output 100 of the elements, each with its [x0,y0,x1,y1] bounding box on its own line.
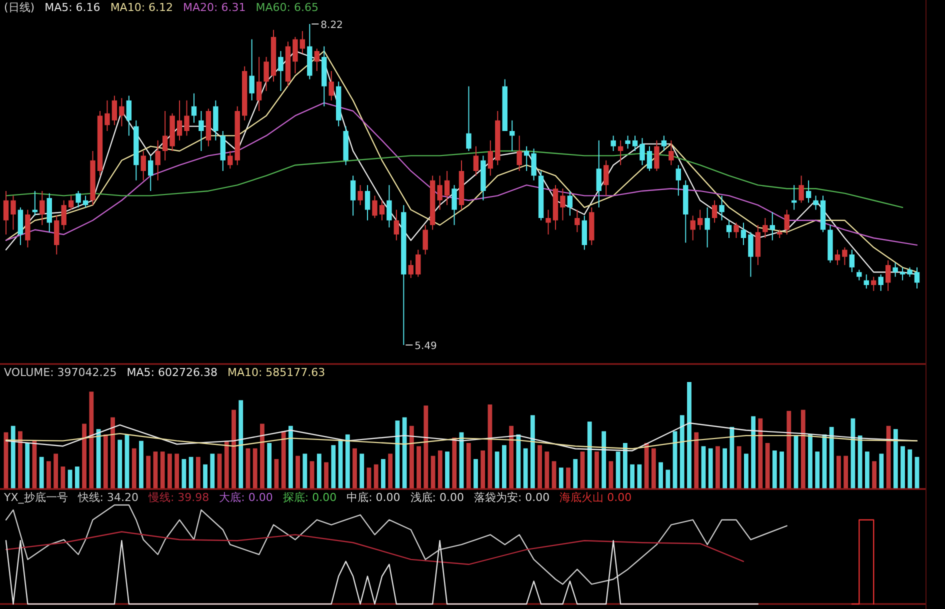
bar [395,420,400,489]
candlestick [704,206,710,248]
chart-title: YX_抄底一号 [3,491,68,504]
candlestick [625,135,630,150]
candlestick [740,222,746,246]
bar [302,454,308,489]
bar [232,410,236,489]
candlestick [386,184,392,228]
candlestick [3,190,9,235]
candlestick [734,222,739,238]
text: 大底: 0.00 [219,491,273,504]
candlestick [770,212,775,241]
bar [566,468,570,489]
bar [829,426,834,489]
candlestick [661,135,667,152]
bar [267,442,272,489]
bar [858,436,862,489]
candlestick [574,209,580,233]
bar [622,442,628,489]
candlestick [162,110,168,161]
text: 海底火山 0.00 [560,491,632,504]
bar [544,452,550,489]
bar [637,464,642,489]
bar [893,429,898,489]
candlestick [610,135,616,152]
bar [274,459,279,489]
bar [573,459,578,489]
candlestick [510,120,515,152]
bar [331,445,336,489]
bar [502,445,506,489]
candlestick [119,98,124,127]
bar [25,442,30,489]
candlestick [531,148,536,181]
bar [751,416,756,489]
bar [182,459,186,489]
candlestick [148,155,154,192]
bar [18,431,22,489]
candlestick [350,175,356,216]
candlestick [112,95,118,126]
candlestick [422,224,428,255]
bar [736,446,742,489]
bar [879,454,884,489]
candlestick [452,184,457,226]
candlestick [762,218,768,238]
text: MA5: 6.16 [44,1,100,14]
text: 探底: 0.00 [282,491,337,504]
candlestick [516,135,522,172]
candlestick [104,100,110,132]
bar [224,440,229,489]
candlestick [328,70,334,101]
bar [538,445,542,489]
candlestick [126,95,132,136]
bar [82,424,86,489]
bar [836,456,841,489]
bar [153,452,158,489]
text: MA10: 585177.63 [227,366,326,379]
candlestick [416,249,421,278]
bar [352,448,357,489]
bar [203,464,208,489]
bar [844,456,848,489]
bar [146,456,151,489]
bar [217,454,222,489]
candlestick [726,220,732,238]
bar [174,454,180,489]
bar [424,406,428,489]
bar [466,442,471,489]
bar [494,452,500,489]
candlestick [437,175,442,210]
bar [758,418,763,489]
text: MA60: 6.65 [256,1,318,14]
candlestick [878,274,884,292]
bar [374,464,378,489]
bar [630,464,635,489]
bar [666,470,670,489]
candlestick [849,249,855,273]
candlestick [871,276,876,292]
bar [608,461,614,489]
candlestick [372,195,378,219]
candlestick [697,209,703,230]
candlestick [379,200,385,221]
candlestick [654,140,660,172]
bar [558,468,564,489]
annotation: 8.22 [320,20,343,31]
bar [381,459,386,489]
candlestick [864,274,869,290]
text: MA20: 6.31 [183,1,246,14]
candlestick [10,195,16,230]
text: MA10: 6.12 [110,1,174,14]
candlestick [856,269,862,281]
candlestick [176,100,182,141]
bar [680,415,684,489]
candlestick [748,232,754,278]
bar [908,449,912,489]
bar [744,454,748,489]
bar [10,426,16,489]
candlestick [676,164,682,196]
bar [580,452,585,489]
candlestick [892,262,898,278]
text: 慢线: 39.98 [147,491,210,504]
candlestick [466,86,472,152]
